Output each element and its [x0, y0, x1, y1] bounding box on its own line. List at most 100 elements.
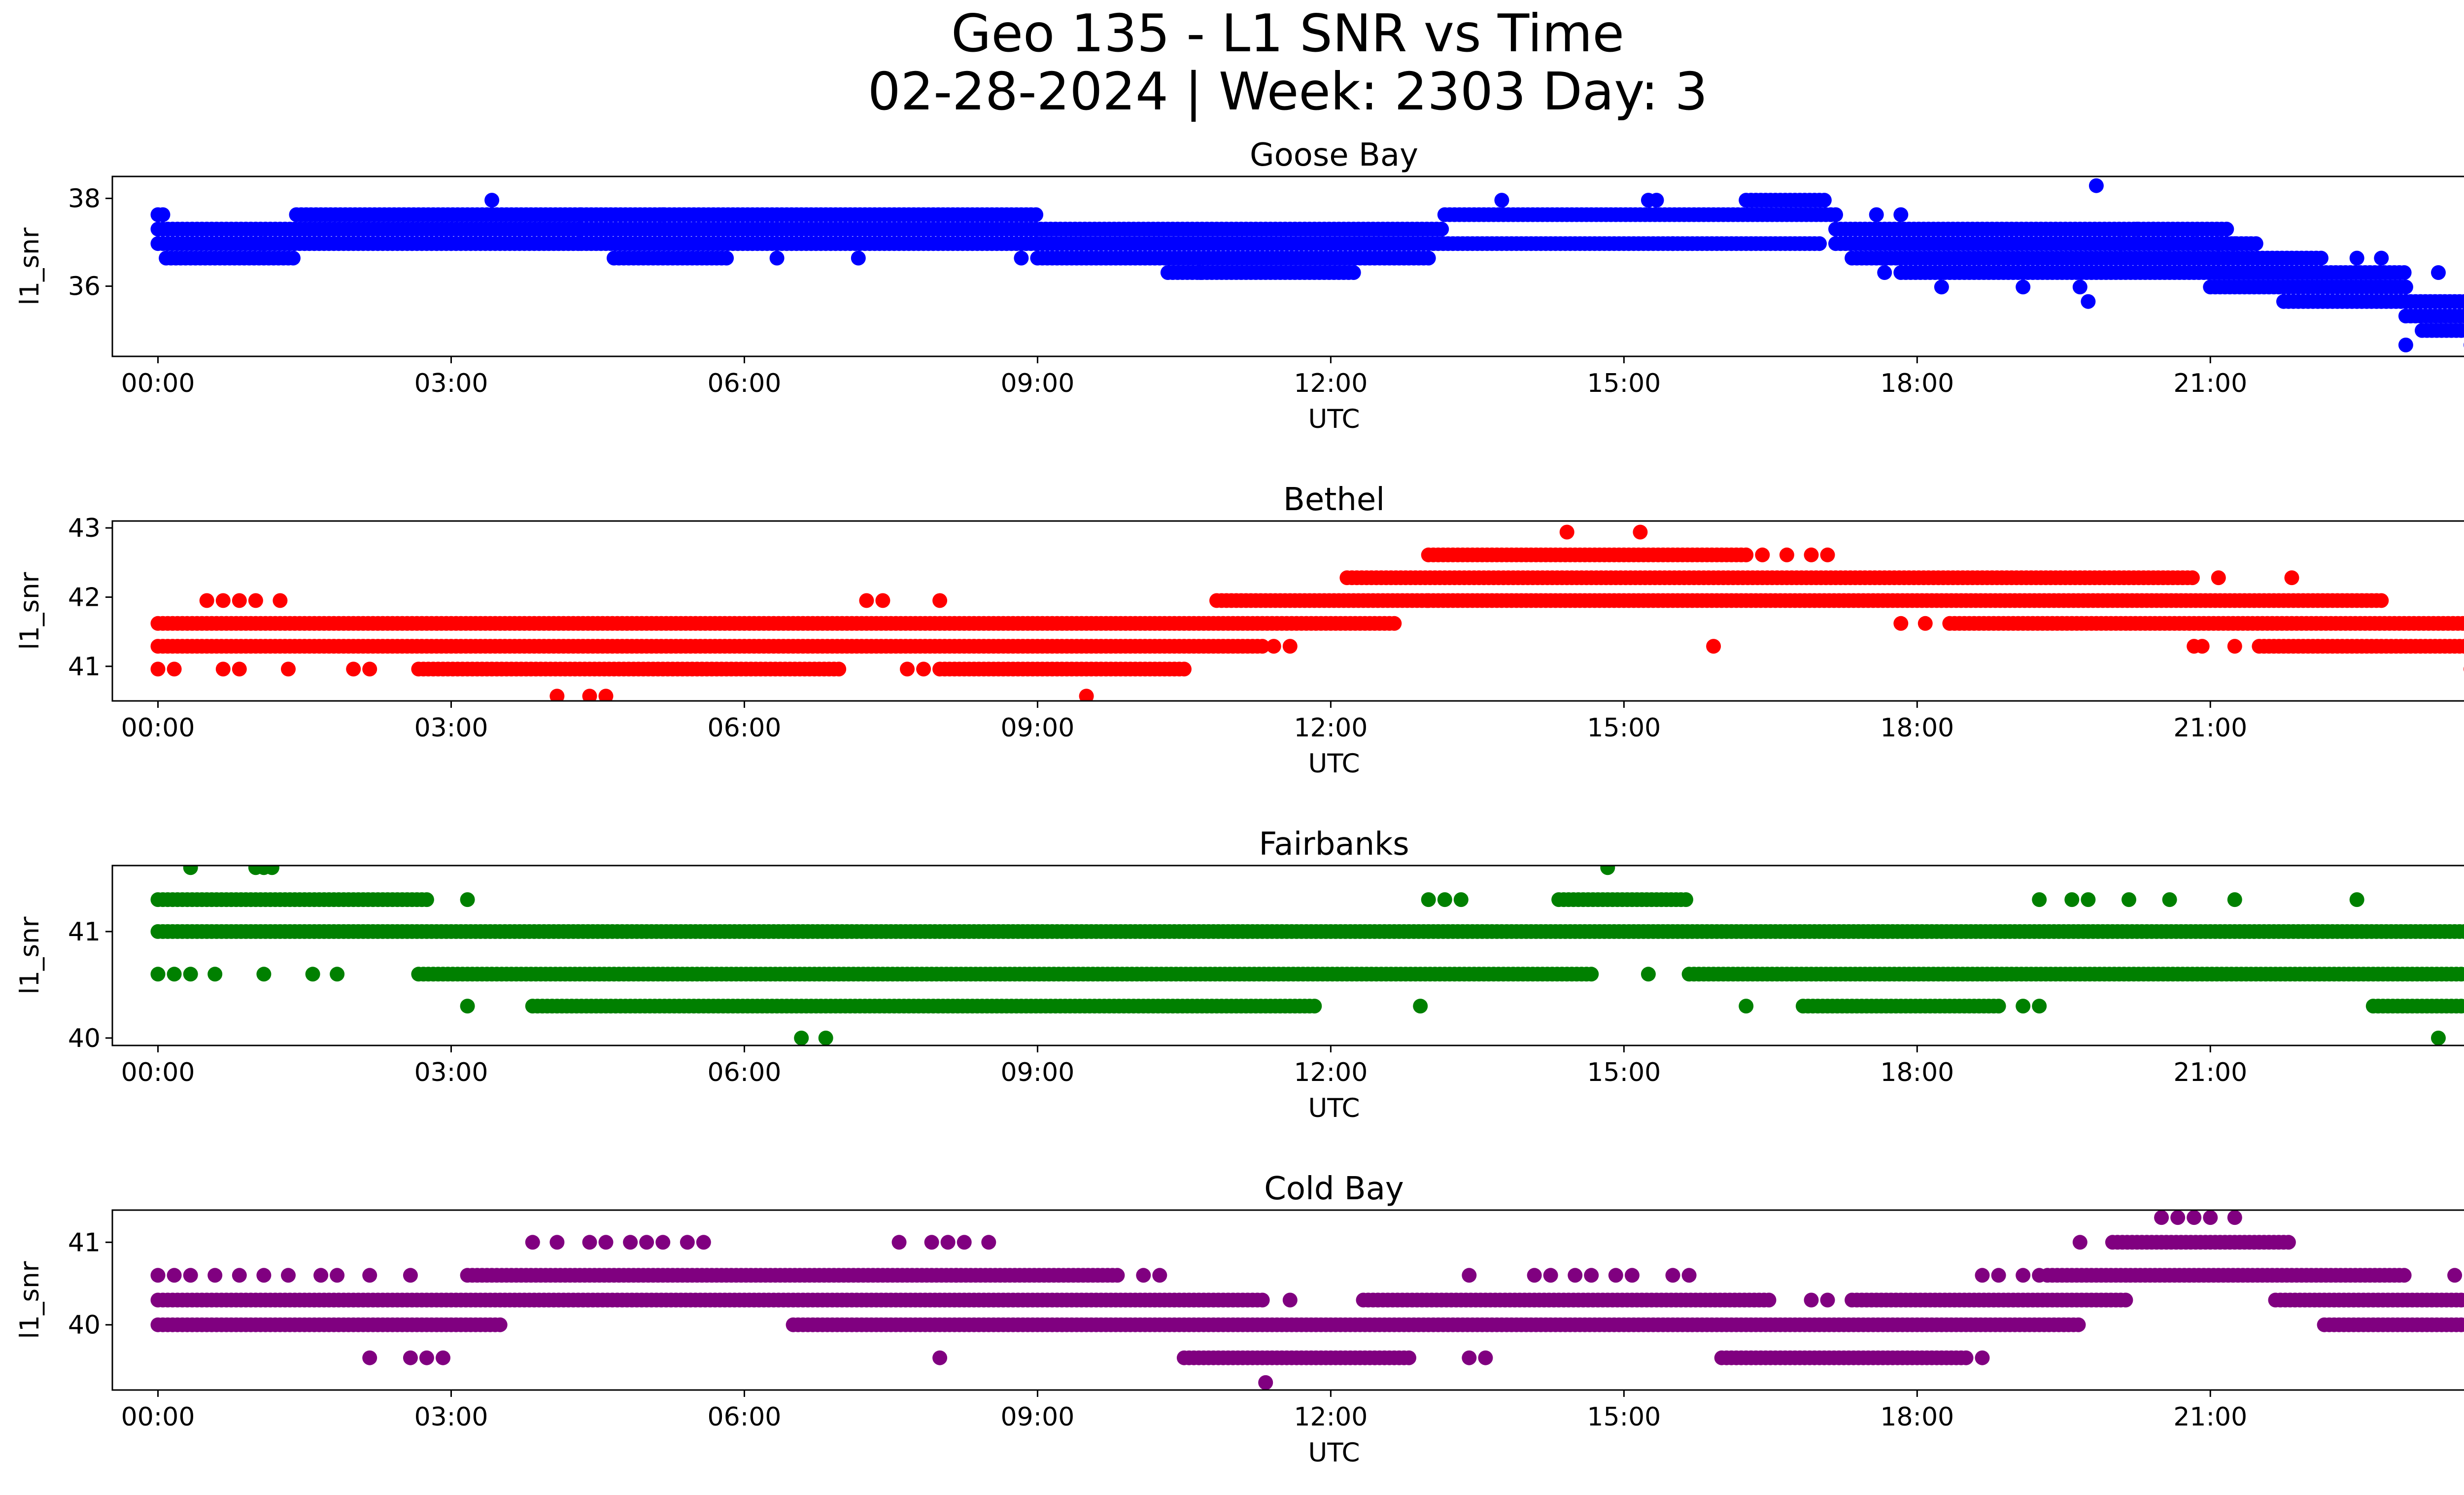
data-point [2227, 892, 2242, 907]
data-point [2071, 1317, 2086, 1332]
data-point [1828, 207, 1843, 222]
data-point [2459, 967, 2464, 981]
subplot-title: Cold Bay [1264, 1171, 1404, 1207]
data-point [2457, 639, 2464, 654]
data-point [2113, 236, 2128, 251]
data-point [1678, 892, 1693, 907]
y-tick-label: 40 [68, 1024, 101, 1053]
data-point [2211, 236, 2226, 251]
data-point [1633, 524, 1648, 540]
x-tick-label: 09:00 [1000, 713, 1074, 743]
data-point [2396, 265, 2412, 280]
data-point [215, 661, 231, 677]
data-point [2016, 999, 2031, 1014]
data-point [2462, 296, 2464, 307]
x-tick-label: 12:00 [1294, 713, 1368, 743]
data-point [1402, 1350, 1416, 1365]
data-point [199, 593, 214, 608]
data-point [2081, 892, 2096, 907]
data-point [2185, 570, 2200, 586]
data-points [150, 524, 2464, 701]
x-tick-label: 21:00 [2173, 713, 2247, 743]
data-point [2284, 570, 2299, 586]
data-point [2431, 1030, 2446, 1045]
data-point [900, 661, 915, 677]
x-tick-label: 03:00 [414, 1058, 488, 1087]
data-point [1584, 967, 1599, 982]
data-point [1739, 999, 1754, 1014]
data-point [2187, 236, 2202, 251]
data-point [859, 593, 874, 608]
data-point [2398, 279, 2413, 295]
data-point [932, 593, 948, 608]
data-point [1176, 661, 1192, 677]
data-point [1282, 639, 1298, 654]
axes-frame [111, 865, 2464, 1046]
y-tick-label: 42 [68, 583, 101, 612]
x-tick-label: 06:00 [708, 369, 782, 398]
data-point [285, 250, 301, 266]
data-point [2219, 221, 2234, 237]
data-point [2032, 999, 2047, 1014]
y-axis-label: l1_snr [15, 227, 45, 305]
data-point [1387, 616, 1402, 631]
x-axis-label: UTC [1308, 404, 1360, 434]
data-point [2462, 641, 2464, 652]
data-point [2064, 892, 2080, 907]
data-point [1820, 547, 1835, 562]
data-point [2081, 294, 2096, 309]
data-point [1255, 639, 1270, 654]
axes-frame [111, 520, 2464, 702]
data-point [460, 892, 475, 907]
data-point [256, 967, 272, 982]
data-point [492, 1317, 508, 1332]
data-point [167, 661, 182, 677]
data-point [346, 661, 361, 677]
data-point [2431, 265, 2446, 280]
y-tick-label: 36 [68, 272, 101, 302]
data-points [150, 178, 2464, 352]
data-point [1991, 999, 2006, 1014]
x-tick-label: 15:00 [1587, 713, 1661, 743]
y-axis-label: l1_snr [15, 916, 45, 994]
x-tick-label: 00:00 [121, 369, 195, 398]
data-point [484, 193, 500, 208]
data-point [460, 999, 475, 1014]
data-point [2349, 892, 2364, 907]
data-point [2211, 570, 2226, 586]
data-point [155, 207, 171, 222]
data-point [1437, 892, 1452, 907]
data-point [1812, 236, 1827, 251]
data-point [2374, 250, 2389, 266]
data-point [1917, 616, 1933, 631]
data-point [1193, 265, 1208, 280]
x-tick-label: 06:00 [708, 1058, 782, 1087]
data-point [1110, 1268, 1125, 1283]
x-tick-label: 03:00 [414, 713, 488, 743]
data-point [1739, 547, 1754, 562]
data-point [2398, 337, 2413, 352]
data-point [1804, 547, 1819, 562]
data-point [1877, 265, 1892, 280]
x-tick-label: 12:00 [1294, 369, 1368, 398]
data-point [1421, 250, 1436, 266]
figure-title-line-1: Geo 135 - L1 SNR vs Time [951, 3, 1624, 64]
data-point [2248, 236, 2263, 251]
data-point [598, 689, 614, 701]
figure-title-line-2: 02-28-2024 | Week: 2303 Day: 3 [868, 62, 1708, 122]
data-point [264, 866, 279, 875]
data-point [150, 967, 166, 982]
x-tick-label: 03:00 [414, 369, 488, 398]
data-point [1494, 193, 1509, 208]
subplot-title: Bethel [1283, 482, 1385, 518]
data-points [150, 866, 2464, 1045]
data-point [851, 250, 866, 266]
data-point [1028, 207, 1044, 222]
data-point [150, 661, 166, 677]
data-point [719, 250, 734, 266]
data-point [1665, 236, 1680, 251]
